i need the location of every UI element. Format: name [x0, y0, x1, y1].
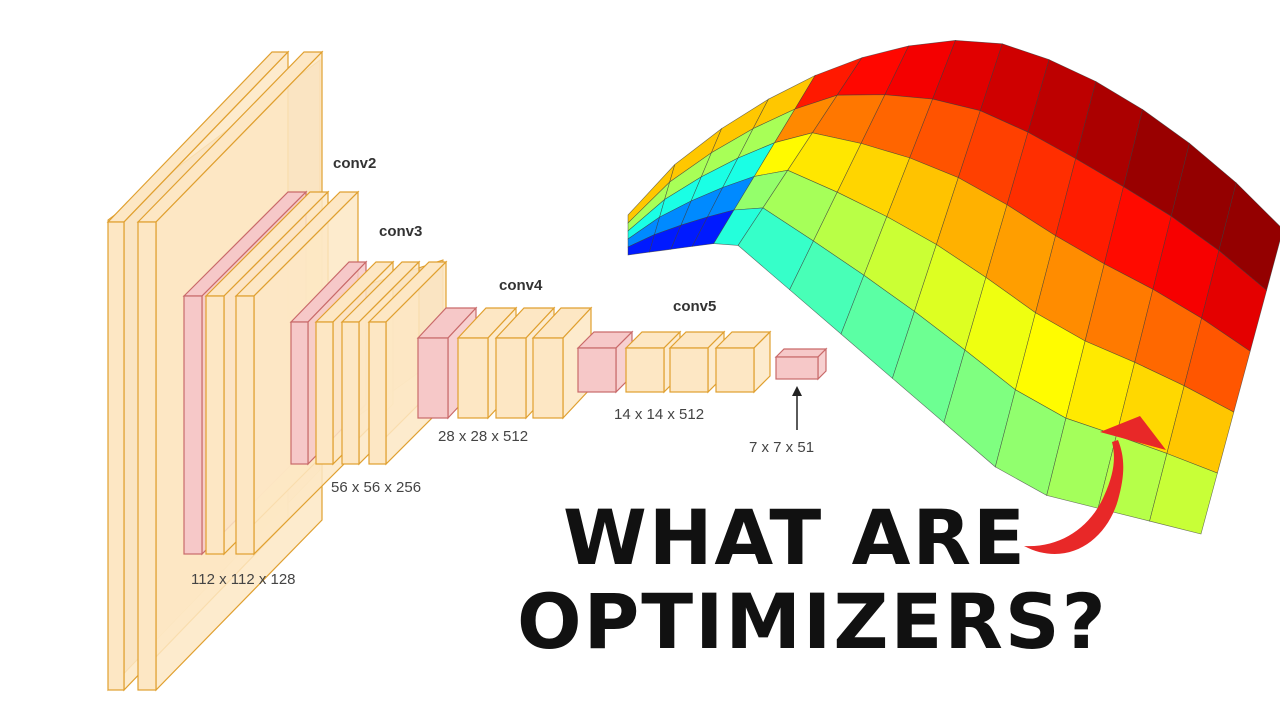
dim-7-label: 7 x 7 x 51	[749, 439, 814, 456]
loss-surface-saddle	[627, 40, 1280, 535]
conv5-label: conv5	[673, 298, 716, 315]
layer-blocks	[106, 50, 828, 692]
conv5-block-c	[714, 330, 772, 394]
conv2-slab-b-front	[235, 295, 255, 555]
pool5-block-front	[775, 356, 819, 380]
dim-56-label: 56 x 56 x 256	[331, 479, 421, 496]
output-pointer-arrow	[792, 386, 802, 430]
conv2-slab-a-front	[205, 295, 225, 555]
conv1-slab-a-front	[107, 221, 125, 691]
conv4-block-a-front	[457, 337, 489, 419]
conv3-slab-a-front	[315, 321, 334, 465]
headline-line-2: OPTIMIZERS?	[517, 577, 1108, 666]
headline: WHAT ARE OPTIMIZERS?	[517, 493, 1108, 666]
curved-arrow-shaft	[1024, 440, 1124, 554]
curved-arrow-head	[1100, 416, 1166, 450]
conv2-label: conv2	[333, 155, 376, 172]
pool2-slab-front	[290, 321, 309, 465]
conv3-slab-c-front	[368, 321, 387, 465]
conv3-slab-b-front	[341, 321, 360, 465]
pool5-block	[774, 347, 828, 381]
conv5-block-a-front	[625, 347, 665, 393]
conv3-label: conv3	[379, 223, 422, 240]
conv5-block-b-front	[669, 347, 709, 393]
dim-14-label: 14 x 14 x 512	[614, 406, 704, 423]
pool4-block	[576, 330, 634, 394]
conv5-block-c-front	[715, 347, 755, 393]
pool3-block-front	[417, 337, 449, 419]
pool1-slab-front	[183, 295, 203, 555]
dim-28-label: 28 x 28 x 512	[438, 428, 528, 445]
conv4-block-b-front	[495, 337, 527, 419]
surface-patch	[1149, 453, 1218, 535]
cnn-diagram: conv2 conv3 conv4 conv5 112 x 112 x 128 …	[106, 50, 828, 692]
curved-arrow-icon	[1024, 416, 1166, 554]
conv1-slab-b-front	[137, 221, 157, 691]
dim-112-label: 112 x 112 x 128	[191, 571, 296, 588]
conv4-label: conv4	[499, 277, 543, 294]
headline-line-1: WHAT ARE	[563, 493, 1027, 582]
conv4-block-c-front	[532, 337, 564, 419]
pool4-block-front	[577, 347, 617, 393]
